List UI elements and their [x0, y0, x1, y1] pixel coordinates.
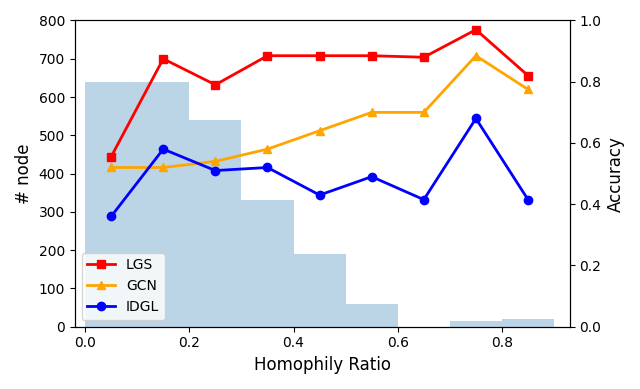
- GCN: [420, 110, 428, 115]
- LGS: [524, 73, 532, 78]
- GCN: [316, 128, 323, 133]
- IDGL: [420, 197, 428, 202]
- Legend: LGS, GCN, IDGL: LGS, GCN, IDGL: [81, 253, 165, 320]
- Bar: [450, 321, 502, 327]
- IDGL: [368, 174, 376, 179]
- GCN: [159, 165, 167, 170]
- LGS: [108, 154, 115, 159]
- GCN: [524, 87, 532, 92]
- LGS: [316, 53, 323, 58]
- IDGL: [264, 165, 271, 170]
- IDGL: [159, 147, 167, 151]
- GCN: [368, 110, 376, 115]
- LGS: [159, 56, 167, 61]
- Line: IDGL: IDGL: [107, 114, 532, 221]
- Bar: [241, 200, 294, 327]
- LGS: [211, 82, 219, 87]
- Bar: [346, 304, 397, 327]
- LGS: [472, 27, 480, 32]
- Line: GCN: GCN: [107, 52, 532, 172]
- GCN: [472, 53, 480, 58]
- LGS: [368, 53, 376, 58]
- IDGL: [524, 197, 532, 202]
- IDGL: [316, 193, 323, 197]
- IDGL: [108, 214, 115, 219]
- Bar: [85, 82, 137, 327]
- LGS: [420, 55, 428, 60]
- X-axis label: Homophily Ratio: Homophily Ratio: [253, 356, 390, 374]
- Y-axis label: Accuracy: Accuracy: [607, 136, 625, 212]
- Line: LGS: LGS: [107, 26, 532, 161]
- Bar: [294, 254, 346, 327]
- GCN: [108, 165, 115, 170]
- GCN: [211, 159, 219, 164]
- IDGL: [472, 116, 480, 121]
- GCN: [264, 147, 271, 151]
- Bar: [189, 120, 241, 327]
- LGS: [264, 53, 271, 58]
- IDGL: [211, 168, 219, 173]
- Bar: [137, 82, 189, 327]
- Y-axis label: # node: # node: [15, 144, 33, 204]
- Bar: [502, 319, 554, 327]
